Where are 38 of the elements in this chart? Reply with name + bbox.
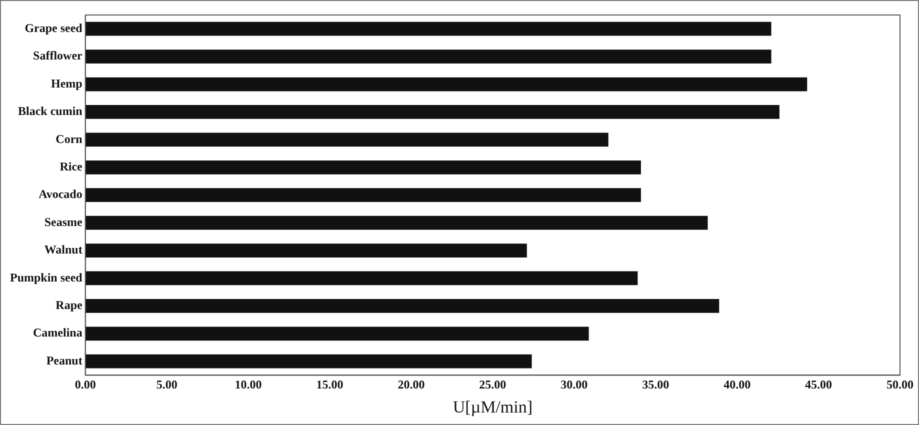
- bar: [85, 50, 772, 64]
- bar: [85, 299, 720, 313]
- x-tick-label: 40.00: [724, 377, 751, 392]
- y-tick-label: Peanut: [46, 353, 82, 368]
- x-tick-label: 5.00: [156, 377, 178, 392]
- bar: [85, 244, 527, 258]
- x-tick-label: 25.00: [479, 377, 506, 392]
- x-tick-label: 20.00: [398, 377, 425, 392]
- bar: [85, 271, 638, 286]
- y-tick-label: Grape seed: [24, 20, 83, 35]
- x-tick-label: 30.00: [560, 377, 588, 392]
- y-tick-label: Rape: [56, 298, 84, 312]
- y-tick-label: Pumpkin seed: [10, 270, 83, 284]
- y-tick-label: Corn: [56, 132, 83, 146]
- bar: [85, 132, 608, 147]
- x-tick-label: 45.00: [805, 377, 832, 392]
- bar: [85, 77, 808, 92]
- y-tick-label: Safflower: [33, 48, 84, 63]
- y-tick-label: Avocado: [38, 187, 82, 202]
- y-tick-label: Walnut: [44, 242, 82, 257]
- y-tick-label: Hemp: [51, 76, 83, 90]
- x-tick-label: 50.00: [886, 377, 914, 392]
- x-tick-label: 15.00: [316, 377, 344, 392]
- bar: [85, 326, 589, 341]
- x-tick-label: 35.00: [642, 377, 670, 392]
- x-tick-label: 0.00: [74, 377, 96, 392]
- bar: [85, 216, 708, 230]
- y-tick-label: Camelina: [33, 326, 82, 340]
- bar: [85, 354, 532, 368]
- y-tick-label: Rice: [60, 159, 84, 174]
- x-axis-title: U[µM/min]: [452, 397, 533, 416]
- bar: [85, 105, 780, 119]
- bar: [85, 160, 641, 174]
- bar: [85, 188, 641, 202]
- y-tick-label: Black cumin: [18, 104, 83, 118]
- y-tick-label: Seasme: [44, 214, 84, 229]
- x-tick-label: 10.00: [234, 377, 262, 392]
- bar: [85, 22, 772, 36]
